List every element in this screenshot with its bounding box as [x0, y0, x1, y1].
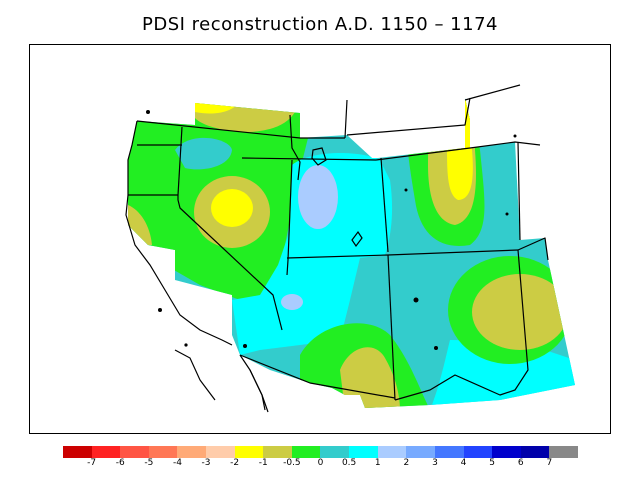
colorbar-swatch [120, 446, 149, 458]
boundary-az-mexico [239, 354, 396, 399]
great-salt-lake [311, 147, 327, 166]
island [184, 343, 188, 347]
field-olive-se [472, 274, 568, 350]
island [243, 344, 247, 348]
colorbar-swatch [177, 446, 207, 458]
field-olive-south [340, 347, 400, 408]
boundary-ut-co [380, 157, 389, 253]
boundary-az-nm [387, 254, 396, 401]
colorbar-swatch [234, 446, 264, 458]
state-boundaries [128, 84, 549, 411]
colorbar-swatch [320, 446, 350, 458]
colorbar-labels: -7 -6 -5 -4 -3 -2 -1 -0.5 0 0.5 1 2 3 4 5 6 7 [63, 458, 578, 472]
colorbar-swatch [520, 446, 550, 458]
pdsi-map [125, 84, 575, 413]
field-lightblue-south [281, 294, 303, 310]
field-teal-nw [175, 137, 232, 170]
boundary-nm-tx [394, 249, 529, 401]
island [413, 297, 419, 303]
colorbar-tick-label: 7 [546, 458, 553, 468]
boundary-id-mt [289, 114, 301, 181]
colorbar-swatch [434, 446, 464, 458]
colorbar-swatch [291, 446, 321, 458]
boundary-ca-nv [177, 195, 283, 331]
colorbar-tick-label: 0.5 [341, 458, 357, 468]
gulf-california [249, 369, 269, 413]
colorbar-tick-label: 1 [374, 458, 381, 468]
colorbar-swatch [263, 446, 292, 458]
colorbar-swatch [148, 446, 178, 458]
boundary-nv-ut [286, 159, 293, 276]
colorbar-tick-label: -0.5 [283, 458, 301, 468]
boundary-canada-us [136, 120, 345, 139]
field-cyan-central [232, 153, 393, 355]
colorbar-tick-label: 3 [432, 458, 438, 468]
pdsi-field [128, 98, 575, 408]
colorbar-tick-label: -1 [258, 458, 268, 468]
boundary-co-nm [387, 249, 519, 256]
colorbar-swatch [463, 446, 493, 458]
boundary-ut-az [286, 254, 389, 259]
boundary-ok [517, 237, 549, 261]
boundary-co-ks [517, 141, 521, 241]
lake-reservoir [351, 230, 363, 248]
colorbar-swatch [349, 446, 378, 458]
baja-coast [174, 349, 216, 401]
colorbar-tick-label: 0 [317, 458, 324, 468]
colorbar [63, 446, 578, 458]
colorbar-swatch [63, 446, 92, 458]
pacific-coast [125, 120, 233, 346]
colorbar-swatch [549, 446, 578, 458]
boundary-or-id [177, 126, 183, 196]
colorbar-swatch [206, 446, 235, 458]
boundary-nd-sd [464, 84, 521, 101]
colorbar-swatch [377, 446, 407, 458]
colorbar-tick-label: -2 [230, 458, 240, 468]
island [146, 110, 150, 114]
colorbar-tick-label: -4 [172, 458, 182, 468]
boundary-ne [469, 141, 541, 149]
colorbar-tick-label: 6 [517, 458, 524, 468]
island [404, 188, 408, 192]
colorbar-tick-label: 2 [403, 458, 410, 468]
field-yellow-central [211, 189, 253, 227]
colorbar-swatch [406, 446, 435, 458]
colorbar-tick-label: -7 [87, 458, 97, 468]
colorbar-tick-label: -5 [144, 458, 154, 468]
island [434, 346, 438, 350]
island [505, 212, 509, 216]
colorbar-tick-label: -6 [115, 458, 125, 468]
colorbar-tick-label: -3 [201, 458, 211, 468]
islands [146, 110, 517, 350]
colorbar-swatch [492, 446, 521, 458]
boundary-id-ut [241, 157, 377, 161]
colorbar-tick-label: 5 [489, 458, 496, 468]
colorbar-swatch [91, 446, 121, 458]
colorbar-tick-label: 4 [460, 458, 467, 468]
map-title: PDSI reconstruction A.D. 1150 – 1174 [142, 14, 498, 35]
coastline [125, 120, 363, 413]
boundary-wy-co [375, 147, 471, 161]
island [158, 308, 162, 312]
boundary-wy-mt [344, 97, 471, 139]
island [513, 134, 517, 138]
field-lightblue-north [298, 165, 338, 229]
